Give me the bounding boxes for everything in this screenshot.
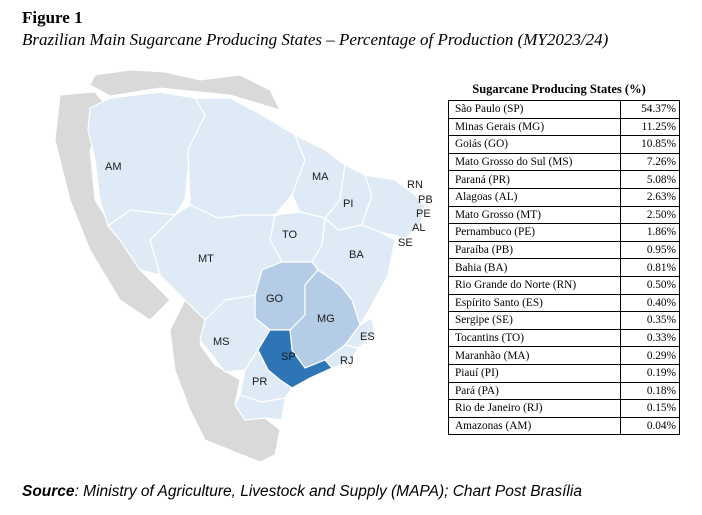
map-label-to: TO [282,229,298,241]
state-share-cell: 11.25% [620,117,680,137]
state-share-cell: 0.81% [620,258,680,277]
source-note: Source: Ministry of Agriculture, Livesto… [22,483,582,501]
table-row: Mato Grosso do Sul (MS) 7.26% [448,152,680,172]
state-name-cell: Maranhão (MA) [448,346,621,365]
table-row: Rio de Janeiro (RJ) 0.15% [448,399,680,418]
map-label-rn: RN [407,179,423,191]
map-label-sp: SP [281,351,296,363]
map-label-ms: MS [213,336,230,348]
map-label-es: ES [360,331,375,343]
map-label-se: SE [398,237,413,249]
state-share-cell: 2.50% [620,205,680,225]
state-name-cell: Rio Grande do Norte (RN) [448,275,621,295]
producing-states-table: São Paulo (SP) 54.37% Minas Gerais (MG) 11.… [448,100,680,436]
table-row: São Paulo (SP) 54.37% [448,100,680,119]
state-share-cell: 2.63% [620,187,680,207]
state-name-cell: Bahia (BA) [448,258,621,277]
map-label-go: GO [266,293,284,305]
state-name-cell: Minas Gerais (MG) [448,117,621,137]
source-text: : Ministry of Agriculture, Livestock and… [74,483,582,500]
table-row: Sergipe (SE) 0.35% [448,311,680,330]
state-share-cell: 54.37% [620,100,680,119]
state-share-cell: 7.26% [620,152,680,172]
state-name-cell: Espírito Santo (ES) [448,293,621,313]
table-title: Sugarcane Producing States (%) [472,82,646,96]
state-name-cell: Goiás (GO) [448,135,621,154]
table-row: Alagoas (AL) 2.63% [448,187,680,207]
neighbor-north-countries [89,69,281,111]
state-name-cell: Mato Grosso do Sul (MS) [448,152,621,172]
map-label-ma: MA [312,171,329,183]
table-row: Mato Grosso (MT) 2.50% [448,205,680,225]
table-row: Espírito Santo (ES) 0.40% [448,293,680,313]
state-share-cell: 0.40% [620,293,680,313]
table-row: Minas Gerais (MG) 11.25% [448,117,680,137]
state-ne-coast [361,174,426,239]
table-row: Pernambuco (PE) 1.86% [448,223,680,242]
state-name-cell: Mato Grosso (MT) [448,205,621,225]
state-share-cell: 0.33% [620,328,680,348]
state-name-cell: Tocantins (TO) [448,328,621,348]
state-es [343,317,376,349]
state-share-cell: 0.95% [620,240,680,260]
map-label-am: AM [105,161,122,173]
state-share-cell: 1.86% [620,223,680,242]
map-label-rj: RJ [340,355,353,367]
state-name-cell: Amazonas (AM) [448,416,621,436]
table-row: Bahia (BA) 0.81% [448,258,680,277]
state-name-cell: Piauí (PI) [448,363,621,383]
figure-title: Brazilian Main Sugarcane Producing State… [22,30,609,49]
state-ro-ac [107,209,177,276]
map-label-pr: PR [252,376,267,388]
state-share-cell: 10.85% [620,135,680,154]
state-name-cell: Pernambuco (PE) [448,223,621,242]
state-share-cell: 0.50% [620,275,680,295]
map-label-mt: MT [198,253,214,265]
state-share-cell: 0.19% [620,363,680,383]
brazil-map: AM MA RN PB PE AL SE PI TO BA MT GO MG E… [54,69,433,463]
table-row: Paraíba (PB) 0.95% [448,240,680,260]
table-row: Rio Grande do Norte (RN) 0.50% [448,275,680,295]
state-share-cell: 0.15% [620,399,680,418]
map-label-pi: PI [343,198,353,210]
state-name-cell: Alagoas (AL) [448,187,621,207]
table-row: Paraná (PR) 5.08% [448,170,680,189]
state-south [234,394,286,421]
state-name-cell: Sergipe (SE) [448,311,621,330]
table-row: Piauí (PI) 0.19% [448,363,680,383]
map-label-pb: PB [418,194,433,206]
state-pa [187,97,306,219]
map-label-pe: PE [416,208,431,220]
figure-label: Figure 1 [22,8,83,27]
neighbor-south-countries [169,299,281,463]
state-name-cell: Rio de Janeiro (RJ) [448,399,621,418]
state-share-cell: 0.35% [620,311,680,330]
table-row: Tocantins (TO) 0.33% [448,328,680,348]
source-label: Source [22,483,75,500]
table-row: Pará (PA) 0.18% [448,381,680,401]
table-row: Goiás (GO) 10.85% [448,135,680,154]
map-label-ba: BA [349,249,364,261]
state-share-cell: 0.29% [620,346,680,365]
state-name-cell: Paraíba (PB) [448,240,621,260]
table-row: Amazonas (AM) 0.04% [448,416,680,436]
map-label-mg: MG [317,313,335,325]
state-name-cell: São Paulo (SP) [448,100,621,119]
state-share-cell: 0.04% [620,416,680,436]
state-name-cell: Pará (PA) [448,381,621,401]
table-row: Maranhão (MA) 0.29% [448,346,680,365]
state-name-cell: Paraná (PR) [448,170,621,189]
state-share-cell: 0.18% [620,381,680,401]
state-share-cell: 5.08% [620,170,680,189]
state-am [87,91,206,227]
map-label-al: AL [412,222,425,234]
